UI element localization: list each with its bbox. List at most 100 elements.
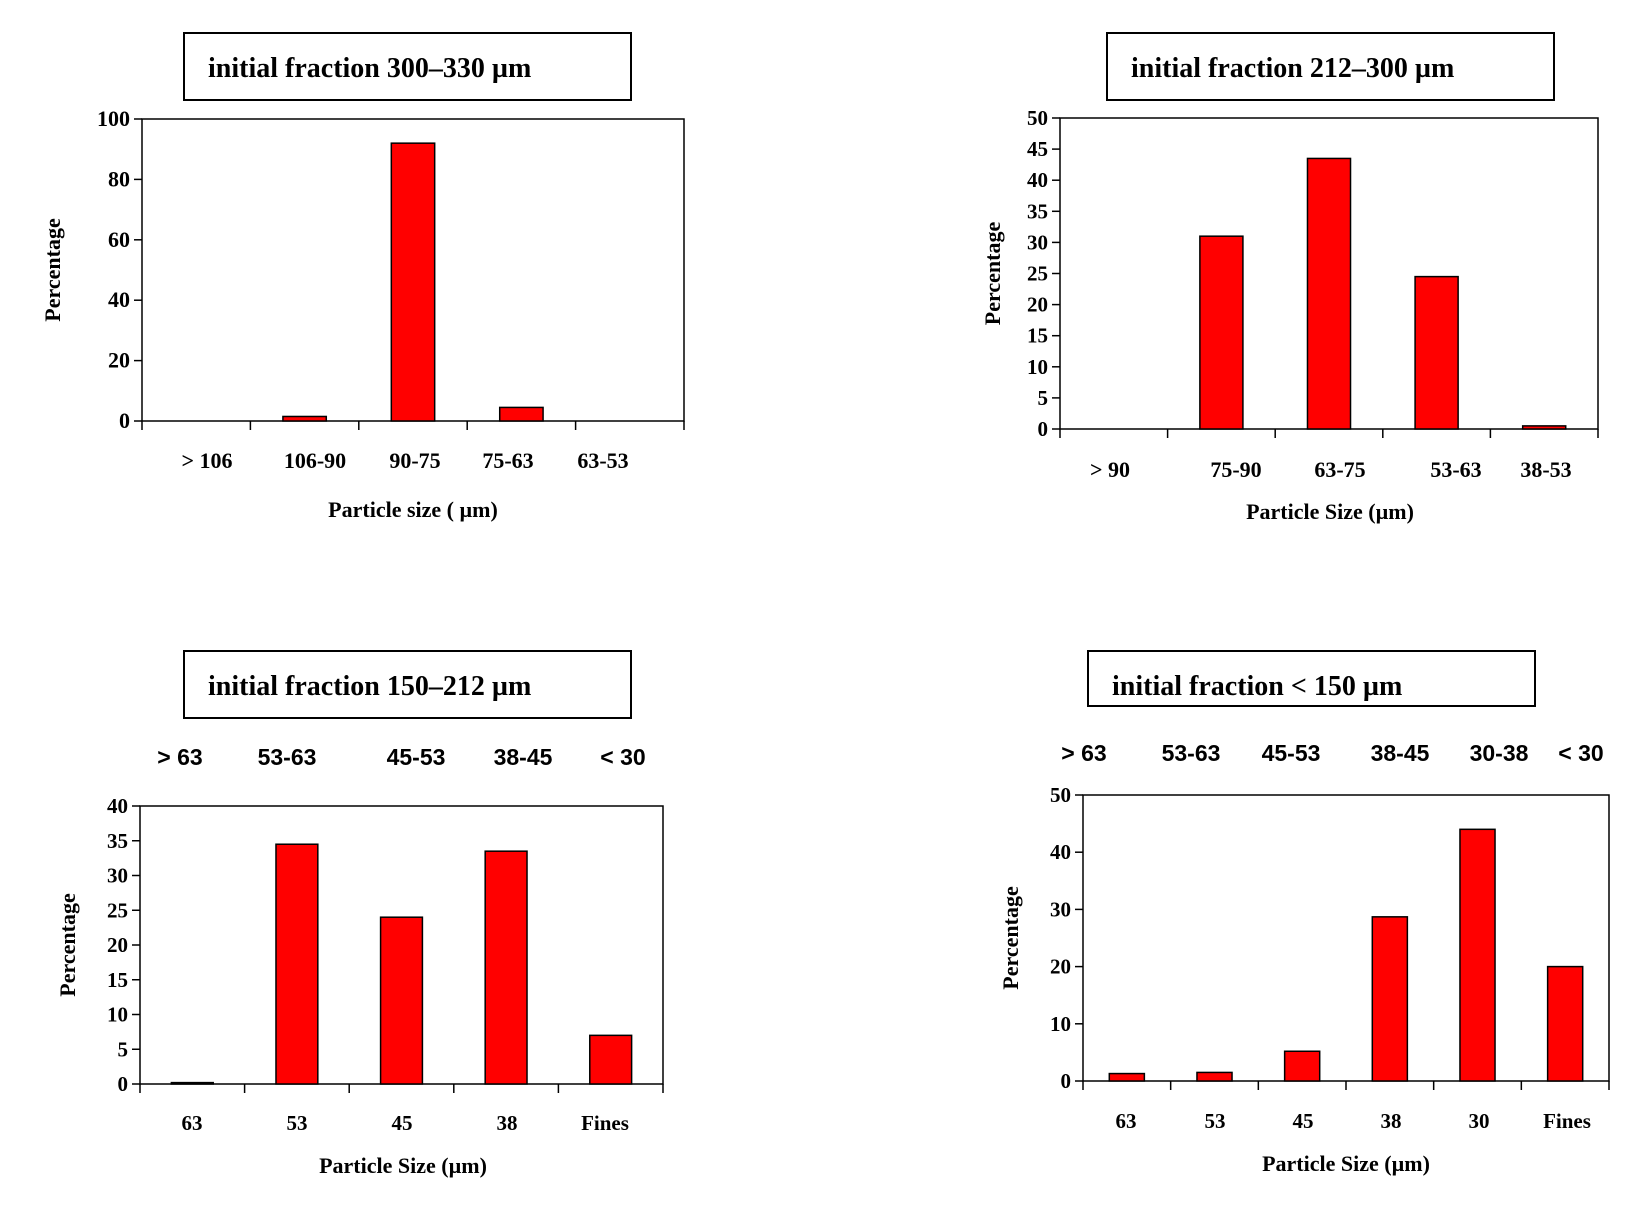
y-tick-label: 5 (118, 1037, 129, 1061)
top-range-label: 45-53 (387, 744, 446, 770)
y-tick-label: 20 (108, 348, 130, 373)
x-category-label: 75-90 (1210, 457, 1261, 482)
y-tick-label: 40 (1027, 168, 1048, 192)
y-tick-label: 30 (1050, 897, 1071, 921)
bar (275, 843, 319, 1085)
bar (589, 1034, 633, 1085)
y-tick-label: 25 (1027, 262, 1048, 286)
title-box (1106, 32, 1555, 101)
x-category-label: > 90 (1090, 457, 1130, 482)
x-category-label: 75-63 (482, 448, 533, 473)
y-tick-label: 35 (107, 829, 128, 853)
y-tick-label: 0 (118, 1072, 129, 1096)
y-axis-label: Percentage (55, 893, 80, 997)
bar (498, 406, 544, 422)
y-tick-label: 5 (1038, 386, 1049, 410)
y-tick-label: 45 (1027, 137, 1048, 161)
x-category-label: 63-75 (1314, 457, 1365, 482)
bar (1283, 1050, 1321, 1082)
top-range-label: < 30 (1558, 740, 1603, 766)
x-axis-label: Particle size ( µm) (328, 497, 498, 522)
y-tick-label: 60 (108, 227, 130, 252)
x-category-label: 53 (287, 1111, 308, 1135)
chart-title: initial fraction 300–330 µm (208, 53, 531, 84)
y-tick-label: 40 (107, 794, 128, 818)
y-tick-label: 30 (1027, 230, 1048, 254)
x-category-label: 45 (1293, 1109, 1314, 1133)
top-range-label: 38-45 (1371, 740, 1430, 766)
x-category-label: 38-53 (1520, 457, 1571, 482)
top-range-label: > 63 (1061, 740, 1106, 766)
y-tick-label: 20 (1050, 955, 1071, 979)
y-tick-label: 20 (107, 933, 128, 957)
y-tick-label: 10 (1027, 355, 1048, 379)
y-tick-label: 20 (1027, 293, 1048, 317)
y-tick-label: 15 (1027, 324, 1048, 348)
x-category-label: 38 (497, 1111, 518, 1135)
x-axis-label: Particle Size (µm) (1262, 1151, 1430, 1176)
top-range-label: 38-45 (494, 744, 553, 770)
y-tick-label: 0 (1061, 1069, 1072, 1093)
bar (282, 415, 328, 422)
y-tick-label: 10 (107, 1003, 128, 1027)
chart-212-300: initial fraction 212–300 µm 0 5 10 15 20 25 30 3… (980, 32, 1599, 524)
y-tick-label: 15 (107, 968, 128, 992)
title-box (183, 32, 632, 101)
x-category-label: 53 (1205, 1109, 1226, 1133)
top-range-label: < 30 (600, 744, 645, 770)
bar (1306, 157, 1352, 430)
y-tick-label: 10 (1050, 1012, 1071, 1036)
bar (1196, 1071, 1233, 1082)
top-range-label: 45-53 (1262, 740, 1321, 766)
bar (170, 1081, 214, 1085)
x-category-label: Fines (581, 1111, 629, 1135)
bar (1371, 916, 1409, 1082)
x-category-label: 53-63 (1430, 457, 1481, 482)
y-tick-label: 0 (119, 408, 130, 433)
bar (1546, 965, 1584, 1082)
bar (390, 142, 436, 422)
y-tick-label: 35 (1027, 199, 1048, 223)
x-category-label: 63 (1116, 1109, 1137, 1133)
chart-title: initial fraction < 150 µm (1112, 671, 1402, 702)
x-axis-label: Particle Size (µm) (319, 1153, 487, 1178)
y-tick-label: 40 (108, 287, 130, 312)
y-tick-label: 50 (1050, 783, 1071, 807)
x-category-label: 30 (1469, 1109, 1490, 1133)
x-category-label: > 106 (181, 448, 232, 473)
top-range-label: 30-38 (1470, 740, 1529, 766)
bar (1414, 275, 1459, 430)
y-axis-label: Percentage (40, 218, 65, 322)
y-axis-label: Percentage (980, 222, 1005, 326)
y-tick-label: 25 (107, 898, 128, 922)
chart-title: initial fraction 150–212 µm (208, 671, 531, 702)
y-tick-label: 80 (108, 166, 130, 191)
bar (1521, 425, 1567, 430)
x-category-label: 38 (1381, 1109, 1402, 1133)
chart-150-212: initial fraction 150–212 µm 0 5 10 15 20 25 30 3… (55, 650, 664, 1178)
top-range-label: 53-63 (1162, 740, 1221, 766)
chart-below-150: initial fraction < 150 µm 0 10 20 30 40 50 63 53… (998, 650, 1610, 1176)
chart-title: initial fraction 212–300 µm (1131, 53, 1454, 84)
y-tick-label: 0 (1038, 417, 1049, 441)
y-tick-label: 40 (1050, 840, 1071, 864)
bar (1108, 1072, 1146, 1082)
title-box (183, 650, 632, 719)
y-tick-label: 50 (1027, 106, 1048, 130)
x-category-label: 63 (182, 1111, 203, 1135)
top-range-label: 53-63 (258, 744, 317, 770)
bar (1199, 235, 1244, 430)
title-box (1087, 650, 1536, 707)
bar (484, 850, 528, 1085)
bar (1459, 828, 1496, 1082)
x-category-label: 63-53 (577, 448, 628, 473)
x-category-label: 106-90 (284, 448, 346, 473)
y-tick-label: 30 (107, 864, 128, 888)
chart-300-330: initial fraction 300–330 µm 0 20 40 60 80 100 >… (40, 32, 685, 522)
x-category-label: Fines (1543, 1109, 1591, 1133)
y-axis-label: Percentage (998, 886, 1023, 990)
x-category-label: 45 (392, 1111, 413, 1135)
y-tick-label: 100 (97, 106, 130, 131)
top-range-label: > 63 (157, 744, 202, 770)
